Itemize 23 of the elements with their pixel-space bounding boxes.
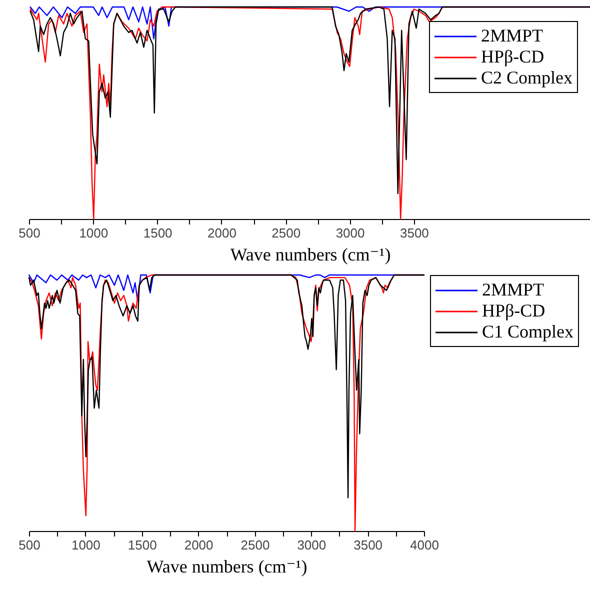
legend-label: 2MMPT (482, 280, 544, 300)
x-tick-label: 3000 (297, 538, 326, 552)
x-tick-label: 2500 (272, 226, 301, 240)
legend-label: C2 Complex (481, 68, 573, 88)
x-tick-label: 500 (18, 226, 40, 240)
x-tick-label: 500 (18, 538, 40, 552)
legend-label: HPβ-CD (481, 46, 544, 66)
x-tick-label: 2000 (184, 538, 214, 552)
x-tick-label: 4000 (410, 538, 439, 552)
x-tick-label: 2000 (208, 226, 236, 240)
x-tick-label: 1000 (79, 226, 108, 240)
x-tick-label: 1500 (143, 226, 172, 240)
legend-label: HPβ-CD (482, 300, 546, 320)
legend-label: C1 Complex (482, 322, 574, 342)
x-axis-title: Wave numbers (cm⁻¹) (230, 244, 391, 264)
x-tick-label: 3500 (400, 226, 429, 240)
x-tick-label: 1000 (71, 538, 100, 552)
x-tick-label: 3000 (336, 226, 365, 240)
x-tick-label: 2500 (240, 538, 270, 552)
legend-label: 2MMPT (481, 26, 544, 46)
x-tick-label: 3500 (354, 538, 383, 552)
x-tick-label: 1500 (128, 538, 157, 552)
x-axis-title: Wave numbers (cm⁻¹) (146, 556, 308, 576)
